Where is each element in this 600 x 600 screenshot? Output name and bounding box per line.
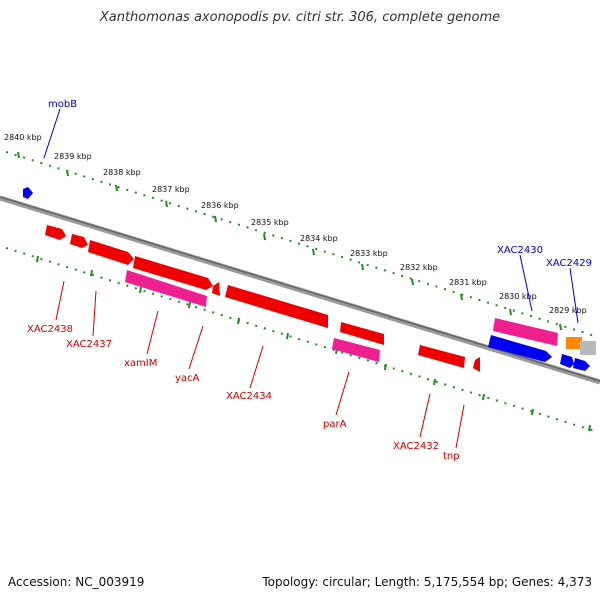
label-yacA[interactable]: yacA [175, 373, 200, 384]
label-XAC2434[interactable]: XAC2434 [226, 391, 272, 402]
label-xamIM[interactable]: xamIM [124, 358, 157, 369]
scale-label-2840: 2840 kbp [4, 133, 42, 142]
yacA-connector [188, 325, 204, 370]
topology-text: Topology: circular; Length: 5,175,554 bp… [262, 575, 592, 589]
gene-XAC2432[interactable] [418, 345, 465, 368]
tnp-connector [455, 404, 465, 449]
gene-tnp[interactable] [473, 357, 480, 372]
xamIM-connector [146, 310, 159, 355]
gene-XAC2429[interactable] [573, 358, 590, 371]
gene-XAC2430-pink[interactable] [493, 318, 558, 346]
gene-parA-red[interactable] [340, 322, 384, 345]
scale-label-2836: 2836 kbp [201, 201, 239, 210]
label-XAC2432[interactable]: XAC2432 [393, 441, 439, 452]
XAC2429-connector [569, 267, 579, 324]
label-mobB[interactable]: mobB [48, 99, 77, 110]
gene-XAC2437[interactable] [70, 234, 88, 248]
scale-label-2831: 2831 kbp [449, 278, 487, 287]
gene-XAC2430[interactable] [488, 335, 552, 362]
XAC2434-connector [249, 345, 264, 389]
accession-text: Accession: NC_003919 [8, 575, 145, 589]
lower-major-ticks [36, 255, 591, 432]
gene-parA[interactable] [332, 338, 380, 362]
gene-xamIM-red[interactable] [133, 256, 213, 290]
gene-small-red-1[interactable] [88, 240, 134, 265]
label-XAC2430[interactable]: XAC2430 [497, 245, 543, 256]
genome-backbone [0, 195, 600, 385]
label-XAC2437[interactable]: XAC2437 [66, 339, 112, 350]
scale-label-2837: 2837 kbp [152, 185, 190, 194]
gene-xamIM[interactable] [125, 270, 207, 307]
gene-yacA[interactable] [212, 282, 220, 296]
gene-gray[interactable] [580, 341, 596, 355]
scale-label-2834: 2834 kbp [300, 234, 338, 243]
label-XAC2429[interactable]: XAC2429 [546, 258, 592, 269]
label-XAC2438[interactable]: XAC2438 [27, 324, 73, 335]
upper-major-ticks [17, 151, 562, 331]
scale-label-2830: 2830 kbp [499, 292, 537, 301]
XAC2437-connector [92, 290, 97, 337]
scale-label-2839: 2839 kbp [54, 152, 92, 161]
scale-label-2838: 2838 kbp [103, 168, 141, 177]
parA-connector [335, 371, 350, 416]
gene-mobB[interactable] [23, 187, 33, 199]
scale-label-2833: 2833 kbp [350, 249, 388, 258]
gene-XAC2438[interactable] [45, 225, 66, 240]
XAC2432-connector [419, 393, 431, 438]
label-tnp[interactable]: tnp [443, 451, 460, 462]
XAC2430-connector [519, 254, 533, 312]
gene-orange[interactable] [566, 337, 582, 349]
mobB-connector [43, 108, 61, 159]
XAC2438-connector [55, 280, 65, 321]
scale-label-2832: 2832 kbp [400, 263, 438, 272]
gene-blue-small-1[interactable] [560, 354, 574, 368]
scale-label-2829: 2829 kbp [549, 306, 587, 315]
scale-label-2835: 2835 kbp [251, 218, 289, 227]
label-parA[interactable]: parA [323, 419, 347, 430]
genome-backbone-edge [0, 196, 600, 382]
gene-XAC2434[interactable] [225, 285, 328, 328]
genome-title: Xanthomonas axonopodis pv. citri str. 30… [99, 10, 501, 25]
